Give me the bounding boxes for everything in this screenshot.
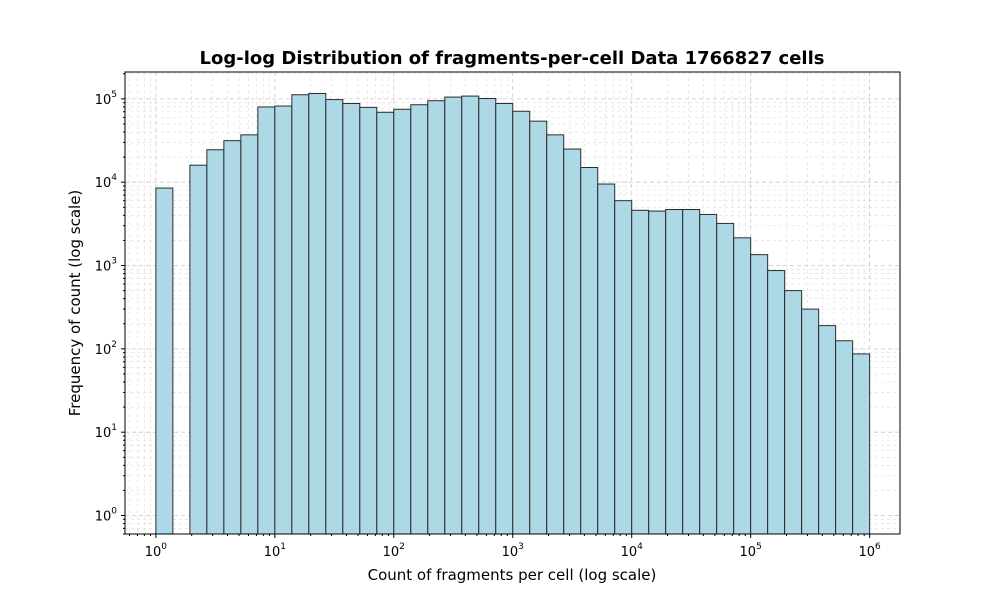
x-tick-label: 106 [858, 542, 881, 560]
histogram-bar [444, 96, 463, 535]
x-axis-label: Count of fragments per cell (log scale) [368, 566, 657, 584]
histogram-bars [155, 92, 871, 535]
histogram-bar [835, 340, 854, 535]
histogram-bar [155, 187, 174, 535]
histogram-bar [206, 149, 225, 535]
histogram-bar [733, 237, 752, 535]
histogram-bar [240, 134, 259, 535]
histogram-bar [478, 97, 497, 535]
x-tick-label: 103 [502, 542, 524, 560]
x-tick-label: 105 [740, 542, 762, 560]
y-tick-label: 102 [95, 340, 117, 358]
histogram-bar [257, 106, 276, 535]
histogram-bar [631, 209, 650, 535]
x-tick-label: 101 [264, 542, 286, 560]
x-axis-ticks: 100 101 102 103 104 105 106 [128, 534, 881, 560]
histogram-bar [580, 167, 599, 535]
histogram-bar [563, 148, 582, 535]
histogram-bar [665, 209, 684, 535]
histogram-bar [189, 164, 208, 535]
histogram-bar [376, 111, 395, 535]
histogram-bar [699, 213, 718, 535]
histogram-bar [342, 102, 361, 535]
histogram-bar [818, 325, 837, 535]
y-tick-label: 100 [95, 507, 118, 525]
histogram-bar [223, 140, 242, 535]
histogram-bar [716, 222, 735, 535]
histogram-bar [852, 353, 871, 535]
histogram-bar [767, 270, 786, 535]
histogram-bar [801, 308, 820, 535]
histogram-bar [274, 105, 293, 535]
histogram-bar [784, 290, 803, 535]
histogram-bar [308, 92, 327, 535]
y-axis-ticks: 100 101 102 103 104 105 [95, 73, 125, 535]
x-tick-label: 100 [145, 542, 168, 560]
histogram-bar [648, 210, 667, 535]
y-tick-label: 104 [95, 173, 118, 191]
histogram-bar [495, 102, 514, 535]
histogram-bar [614, 200, 633, 535]
histogram-bar [291, 94, 310, 535]
histogram-bar [325, 99, 344, 535]
histogram-bar [410, 104, 429, 535]
y-tick-label: 103 [95, 257, 117, 275]
x-tick-label: 104 [621, 542, 644, 560]
x-tick-label: 102 [383, 542, 405, 560]
histogram-bar [461, 95, 480, 535]
chart-title: Log-log Distribution of fragments-per-ce… [200, 48, 825, 69]
histogram-bar [750, 254, 769, 535]
histogram-bar [359, 106, 378, 535]
histogram-bar [427, 100, 446, 535]
histogram-bar [682, 209, 701, 535]
histogram-bar [529, 120, 548, 535]
y-tick-label: 101 [95, 423, 117, 441]
histogram-bar [597, 183, 616, 535]
histogram-bar [393, 108, 412, 535]
y-tick-label: 105 [95, 90, 117, 108]
histogram-bar [512, 110, 531, 535]
y-axis-label: Frequency of count (log scale) [66, 190, 84, 417]
histogram-bar [546, 134, 565, 535]
